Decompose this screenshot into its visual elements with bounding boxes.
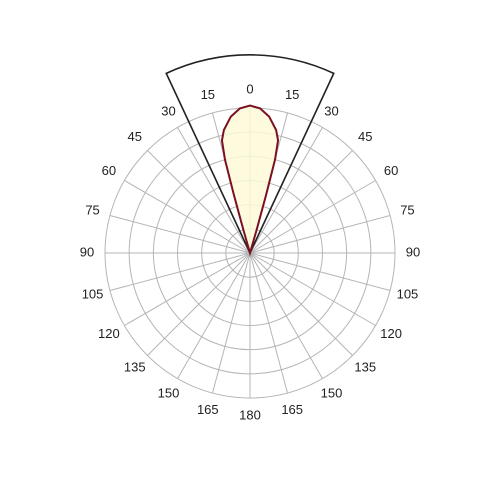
angle-label: 30 <box>161 103 175 118</box>
angle-label: 75 <box>400 202 414 217</box>
spoke <box>147 252 251 356</box>
spoke <box>177 252 251 379</box>
angle-label: 15 <box>285 87 299 102</box>
angle-label: 165 <box>281 402 303 417</box>
spoke <box>124 252 251 326</box>
spoke <box>109 252 251 292</box>
spoke <box>249 252 391 292</box>
spoke <box>249 180 376 254</box>
spoke <box>211 252 251 394</box>
spoke <box>177 127 251 254</box>
intensity-curve <box>220 104 280 257</box>
angle-label: 105 <box>82 287 104 302</box>
angle-label: 120 <box>380 326 402 341</box>
angle-label: 45 <box>358 129 372 144</box>
angle-label: 90 <box>80 244 94 259</box>
angle-label: 180 <box>239 407 261 422</box>
angle-label: 105 <box>397 287 419 302</box>
angle-label: 90 <box>406 244 420 259</box>
spoke <box>109 214 251 254</box>
angle-label: 150 <box>321 386 343 401</box>
angle-label: 75 <box>85 202 99 217</box>
angle-label: 135 <box>124 360 146 375</box>
spoke <box>124 180 251 254</box>
angle-label: 60 <box>384 163 398 178</box>
spoke <box>249 214 391 254</box>
spoke <box>249 150 353 254</box>
angle-label: 0 <box>246 81 253 96</box>
spoke <box>249 252 353 356</box>
beam-sector <box>165 54 335 255</box>
spoke <box>249 127 323 254</box>
angle-label: 30 <box>324 103 338 118</box>
angle-label: 135 <box>354 360 376 375</box>
spoke <box>147 150 251 254</box>
spoke <box>249 252 323 379</box>
angle-label: 120 <box>98 326 120 341</box>
angle-label: 60 <box>102 163 116 178</box>
spoke <box>249 252 289 394</box>
angle-label: 45 <box>128 129 142 144</box>
angle-label: 150 <box>158 386 180 401</box>
angle-label: 165 <box>197 402 219 417</box>
angle-label: 15 <box>201 87 215 102</box>
spoke <box>249 252 376 326</box>
